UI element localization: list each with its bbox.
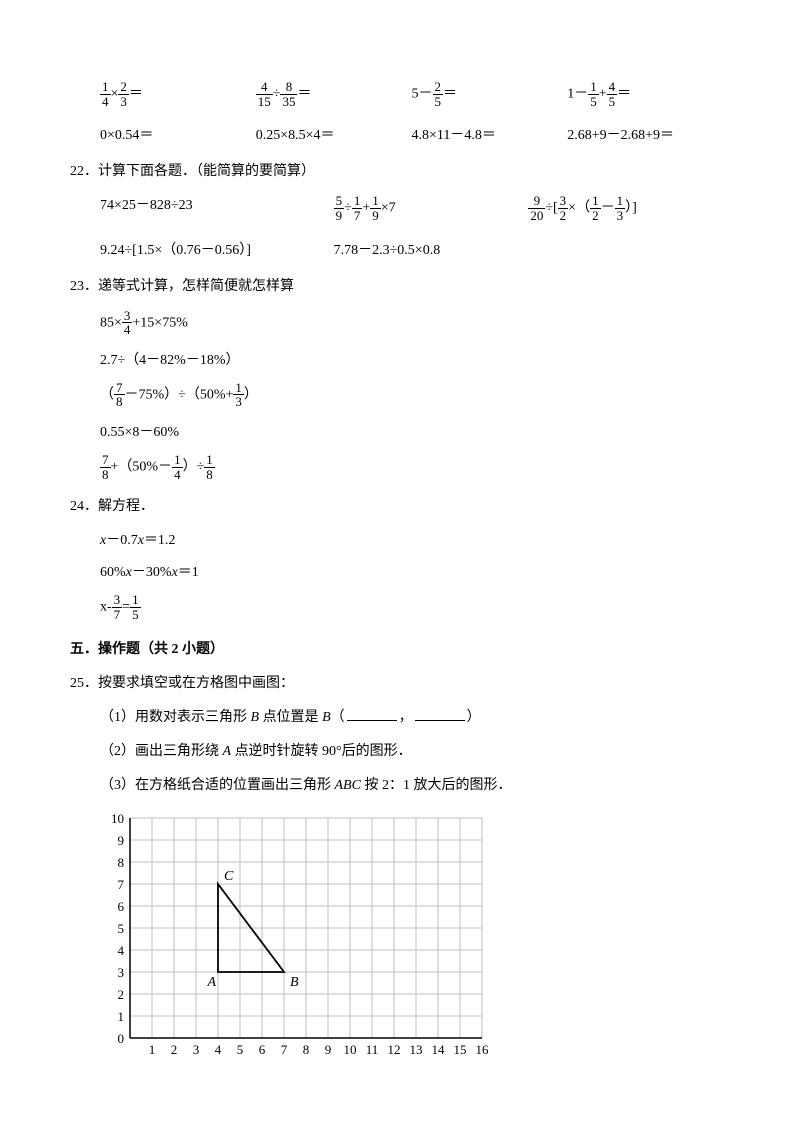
- q23-l3: （78－75%）÷（50%+13）: [70, 381, 723, 409]
- expr-1-3: 5－25＝: [412, 80, 568, 108]
- q22-c: 920÷[32×（12－13）]: [528, 194, 723, 222]
- svg-text:7: 7: [281, 1042, 288, 1057]
- section-5-title: 五．操作题（共 2 小题）: [70, 638, 723, 658]
- svg-text:12: 12: [388, 1042, 401, 1057]
- blank-1[interactable]: [347, 706, 397, 721]
- svg-text:16: 16: [476, 1042, 490, 1057]
- q22-b: 59÷17+19×7: [334, 194, 529, 222]
- svg-text:14: 14: [432, 1042, 446, 1057]
- q22-row2: 9.24÷[1.5×（0.76－0.56）] 7.78－2.3÷0.5×0.8: [70, 239, 723, 259]
- calc-row-1: 14×23＝ 415÷835＝ 5－25＝ 1－15+45＝: [70, 80, 723, 108]
- q24-title: 24．解方程．: [70, 495, 723, 515]
- svg-text:7: 7: [118, 877, 125, 892]
- q22-title: 22．计算下面各题．（能简算的要简算）: [70, 160, 723, 180]
- q25-title: 25．按要求填空或在方格图中画图：: [70, 672, 723, 692]
- q23-l1: 85×34+15×75%: [70, 309, 723, 337]
- svg-text:13: 13: [410, 1042, 423, 1057]
- expr-1-2: 415÷835＝: [256, 80, 412, 108]
- svg-text:10: 10: [344, 1042, 357, 1057]
- svg-text:9: 9: [118, 833, 125, 848]
- svg-text:3: 3: [193, 1042, 200, 1057]
- svg-text:5: 5: [237, 1042, 244, 1057]
- q23-l2: 2.7÷（4－82%－18%）: [70, 349, 723, 369]
- q24-l3: x-37=15: [70, 593, 723, 621]
- svg-text:9: 9: [325, 1042, 332, 1057]
- q25-l3: （3）在方格纸合适的位置画出三角形 ABC 按 2：1 放大后的图形．: [70, 774, 723, 794]
- q25-l1: （1）用数对表示三角形 B 点位置是 B（，）: [70, 706, 723, 726]
- expr-2-3: 4.8×11－4.8＝: [412, 124, 568, 144]
- q23-title: 23．递等式计算，怎样简便就怎样算: [70, 275, 723, 295]
- svg-text:4: 4: [215, 1042, 222, 1057]
- grid-figure: 01234567891012345678910111213141516ABC: [100, 808, 723, 1073]
- svg-text:3: 3: [118, 965, 125, 980]
- calc-row-2: 0×0.54＝ 0.25×8.5×4＝ 4.8×11－4.8＝ 2.68+9－2…: [70, 124, 723, 144]
- q24-l1: x－0.7x＝1.2: [70, 529, 723, 549]
- q23-l5: 78+（50%－14）÷18: [70, 453, 723, 481]
- svg-text:C: C: [224, 869, 234, 884]
- svg-text:15: 15: [454, 1042, 467, 1057]
- svg-text:2: 2: [171, 1042, 178, 1057]
- svg-text:11: 11: [366, 1042, 379, 1057]
- expr-2-4: 2.68+9－2.68+9＝: [567, 124, 723, 144]
- q22-e: 7.78－2.3÷0.5×0.8: [334, 239, 529, 259]
- svg-text:8: 8: [118, 855, 125, 870]
- svg-text:10: 10: [111, 811, 124, 826]
- svg-text:4: 4: [118, 943, 125, 958]
- svg-text:8: 8: [303, 1042, 310, 1057]
- q23-l4: 0.55×8－60%: [70, 421, 723, 441]
- expr-2-1: 0×0.54＝: [100, 124, 256, 144]
- q22-a: 74×25－828÷23: [100, 194, 334, 222]
- svg-text:0: 0: [118, 1031, 125, 1046]
- q22-d: 9.24÷[1.5×（0.76－0.56）]: [100, 239, 334, 259]
- svg-text:6: 6: [118, 899, 125, 914]
- svg-text:5: 5: [118, 921, 125, 936]
- q25-l2: （2）画出三角形绕 A 点逆时针旋转 90°后的图形．: [70, 740, 723, 760]
- q24-l2: 60%x－30%x＝1: [70, 561, 723, 581]
- svg-text:1: 1: [149, 1042, 156, 1057]
- expr-2-2: 0.25×8.5×4＝: [256, 124, 412, 144]
- svg-text:1: 1: [118, 1009, 125, 1024]
- svg-text:2: 2: [118, 987, 125, 1002]
- svg-text:B: B: [290, 975, 299, 990]
- q22-row1: 74×25－828÷23 59÷17+19×7 920÷[32×（12－13）]: [70, 194, 723, 222]
- blank-2[interactable]: [415, 706, 465, 721]
- svg-text:A: A: [206, 975, 216, 990]
- expr-1-1: 14×23＝: [100, 80, 256, 108]
- expr-1-4: 1－15+45＝: [567, 80, 723, 108]
- svg-text:6: 6: [259, 1042, 266, 1057]
